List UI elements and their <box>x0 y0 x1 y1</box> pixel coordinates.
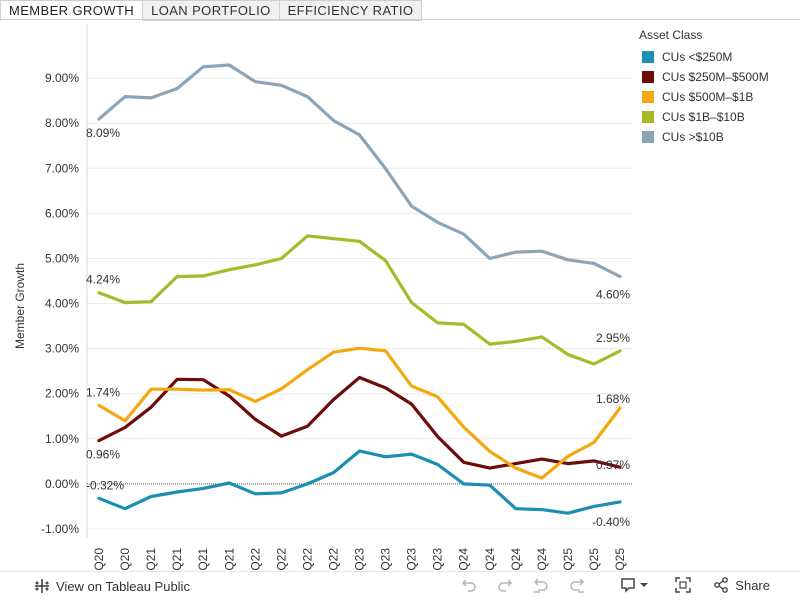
gridlines <box>86 24 633 538</box>
x-tick-label: 4Q23 <box>431 548 445 572</box>
legend-label: CUs $250M–$500M <box>662 70 769 84</box>
legend-title: Asset Class <box>639 28 703 42</box>
legend-item-over-10b[interactable]: CUs >$10B <box>639 127 769 147</box>
y-tick-labels: -1.00% 0.00% 1.00% 2.00% 3.00% 4.00% 5.00% 6.00… <box>41 71 79 536</box>
legend-label: CUs $500M–$1B <box>662 90 754 104</box>
legend-swatch <box>642 131 654 143</box>
share-label: Share <box>735 577 770 593</box>
x-tick-label: 2Q24 <box>483 548 497 572</box>
y-tick-label: 9.00% <box>45 71 79 85</box>
legend-label: CUs >$10B <box>662 130 724 144</box>
x-tick-labels: 3Q20 4Q20 1Q21 2Q21 3Q21 4Q21 1Q22 2Q22 3Q22 4Q22… <box>92 548 627 572</box>
y-tick-label: 4.00% <box>45 297 79 311</box>
revert-button[interactable] <box>532 576 550 594</box>
x-tick-label: 2Q25 <box>587 548 601 572</box>
view-on-tableau-label: View on Tableau Public <box>56 578 190 594</box>
x-tick-label: 3Q24 <box>509 548 523 572</box>
data-label-last: 2.95% <box>596 331 630 345</box>
series-line <box>97 449 622 515</box>
y-tick-label: -1.00% <box>41 522 79 536</box>
x-tick-label: 2Q22 <box>274 548 288 572</box>
data-label-last: 0.37% <box>596 458 630 472</box>
tableau-toolbar: View on Tableau Public Share <box>0 571 800 600</box>
legend-swatch <box>642 91 654 103</box>
y-tick-label: 2.00% <box>45 387 79 401</box>
redo-button[interactable] <box>496 576 514 594</box>
series-line <box>97 346 622 480</box>
data-label-first: 1.74% <box>86 385 120 399</box>
refresh-button[interactable] <box>568 576 586 594</box>
fullscreen-icon <box>675 577 692 593</box>
x-tick-label: 3Q21 <box>196 548 210 572</box>
x-tick-label: 1Q25 <box>561 548 575 572</box>
legend-item-under-250m[interactable]: CUs <$250M <box>639 47 769 67</box>
data-label-first: 8.09% <box>86 126 120 140</box>
y-tick-label: 5.00% <box>45 251 79 265</box>
toolbar-controls: Share <box>442 576 770 594</box>
undo-icon <box>462 579 477 592</box>
share-button[interactable]: Share <box>713 577 770 593</box>
legend: Asset Class CUs <$250M CUs $250M–$500M C… <box>639 28 769 147</box>
x-tick-label: 1Q24 <box>457 548 471 572</box>
x-tick-label: 3Q25 <box>613 548 627 572</box>
y-axis-label: Member Growth <box>13 263 27 349</box>
series-line <box>97 375 622 470</box>
share-icon <box>714 577 729 593</box>
dashboard-tabs: MEMBER GROWTH LOAN PORTFOLIO EFFICIENCY … <box>0 0 423 21</box>
series-line <box>97 234 622 366</box>
x-tick-label: 2Q23 <box>379 548 393 572</box>
legend-swatch <box>642 71 654 83</box>
y-tick-label: 7.00% <box>45 161 79 175</box>
redo-icon <box>498 579 513 592</box>
data-labels: -0.32% -0.40% 0.96% 0.37% 1.74% 1.68% 4.24% 2.9… <box>86 126 630 529</box>
comment-icon <box>621 578 636 593</box>
data-label-last: 1.68% <box>596 392 630 406</box>
legend-label: CUs $1B–$10B <box>662 110 745 124</box>
legend-item-250m-500m[interactable]: CUs $250M–$500M <box>639 67 769 87</box>
refresh-icon <box>570 578 585 593</box>
legend-swatch <box>642 51 654 63</box>
y-tick-label: 8.00% <box>45 116 79 130</box>
y-tick-label: 6.00% <box>45 206 79 220</box>
series-lines <box>97 63 622 515</box>
member-growth-chart: Member Growth -1.00% 0.00% 1.00% 2.00% 3.00%… <box>13 24 633 572</box>
undo-button[interactable] <box>460 576 478 594</box>
x-tick-label: 3Q20 <box>92 548 106 572</box>
revert-icon <box>534 578 549 593</box>
view-on-tableau-link[interactable]: View on Tableau Public <box>34 578 190 594</box>
tab-loan-portfolio[interactable]: LOAN PORTFOLIO <box>143 0 280 21</box>
y-tick-label: 1.00% <box>45 432 79 446</box>
comment-dropdown-button[interactable] <box>620 577 649 593</box>
x-tick-label: 3Q23 <box>405 548 419 572</box>
x-tick-label: 4Q24 <box>535 548 549 572</box>
x-tick-label: 1Q22 <box>248 548 262 572</box>
x-tick-label: 4Q22 <box>326 548 340 572</box>
legend-swatch <box>642 111 654 123</box>
x-tick-label: 4Q20 <box>118 548 132 572</box>
y-tick-label: 0.00% <box>45 477 79 491</box>
legend-item-500m-1b[interactable]: CUs $500M–$1B <box>639 87 769 107</box>
x-tick-label: 4Q21 <box>222 548 236 572</box>
data-label-first: 4.24% <box>86 273 120 287</box>
data-label-first: 0.96% <box>86 448 120 462</box>
x-tick-label: 1Q21 <box>144 548 158 572</box>
data-label-last: -0.40% <box>592 515 630 529</box>
y-tick-label: 3.00% <box>45 342 79 356</box>
fullscreen-button[interactable] <box>675 577 692 593</box>
tab-member-growth[interactable]: MEMBER GROWTH <box>0 0 144 21</box>
tableau-logo-icon <box>35 579 49 593</box>
legend-label: CUs <$250M <box>662 50 733 64</box>
chevron-down-icon <box>640 583 649 587</box>
x-tick-label: 2Q21 <box>170 548 184 572</box>
x-tick-label: 1Q23 <box>353 548 367 572</box>
legend-item-1b-10b[interactable]: CUs $1B–$10B <box>639 107 769 127</box>
data-label-first: -0.32% <box>86 478 124 492</box>
tab-efficiency-ratio[interactable]: EFFICIENCY RATIO <box>279 0 423 21</box>
tab-divider <box>0 19 800 20</box>
series-line <box>97 63 622 279</box>
data-label-last: 4.60% <box>596 287 630 301</box>
x-tick-label: 3Q22 <box>300 548 314 572</box>
